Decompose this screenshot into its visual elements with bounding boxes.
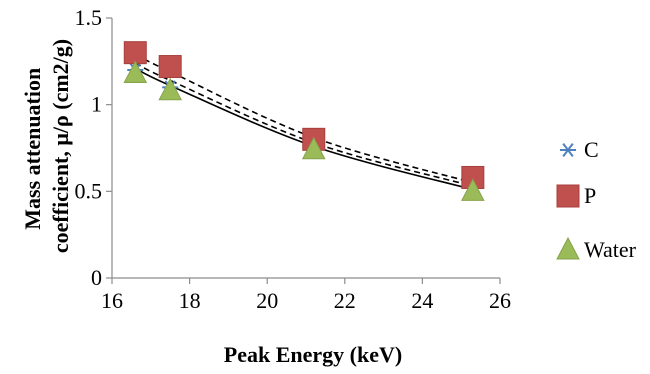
data-point-water: [301, 136, 326, 160]
legend-label-water: Water: [584, 237, 637, 262]
legend-label-c: C: [584, 137, 599, 162]
y-tick-label: 1: [91, 92, 102, 117]
y-tick-label: 0.5: [75, 178, 103, 203]
x-tick-label: 22: [334, 288, 356, 313]
y-tick-label: 1.5: [75, 5, 103, 30]
x-axis-title: Peak Energy (keV): [224, 342, 402, 367]
legend-marker-p: [556, 184, 580, 208]
x-tick-label: 26: [489, 288, 511, 313]
x-tick-label: 18: [179, 288, 201, 313]
legend-marker-water: [556, 236, 580, 260]
trendline-p: [134, 53, 474, 184]
legend-marker-c: [560, 143, 576, 157]
y-axis-title: Mass attenuation coefficient, μ/ρ (cm2/g…: [20, 39, 73, 253]
y-axis-title-line-1: Mass attenuation: [20, 68, 45, 230]
data-point-water: [461, 178, 485, 201]
y-axis-title-line-2: coefficient, μ/ρ (cm2/g): [48, 39, 73, 253]
data-point-water: [123, 60, 148, 83]
legend-label-p: P: [584, 183, 596, 208]
legend: CP Water: [556, 137, 637, 262]
data-point-water: [158, 77, 183, 101]
axes: 0 0.5 1 1.5 16 18 20 22 24 26: [75, 5, 512, 313]
plot-area: [123, 41, 485, 201]
data-point-p: [158, 55, 182, 79]
y-tick-label: 0: [91, 265, 102, 290]
x-tick-label: 24: [411, 288, 433, 313]
x-tick-label: 16: [101, 288, 123, 313]
data-point-p: [123, 41, 147, 65]
trendline-water: [134, 62, 474, 187]
x-tick-label: 20: [256, 288, 278, 313]
trendline-c: [134, 67, 474, 191]
asterisk-stroke: [562, 143, 574, 157]
